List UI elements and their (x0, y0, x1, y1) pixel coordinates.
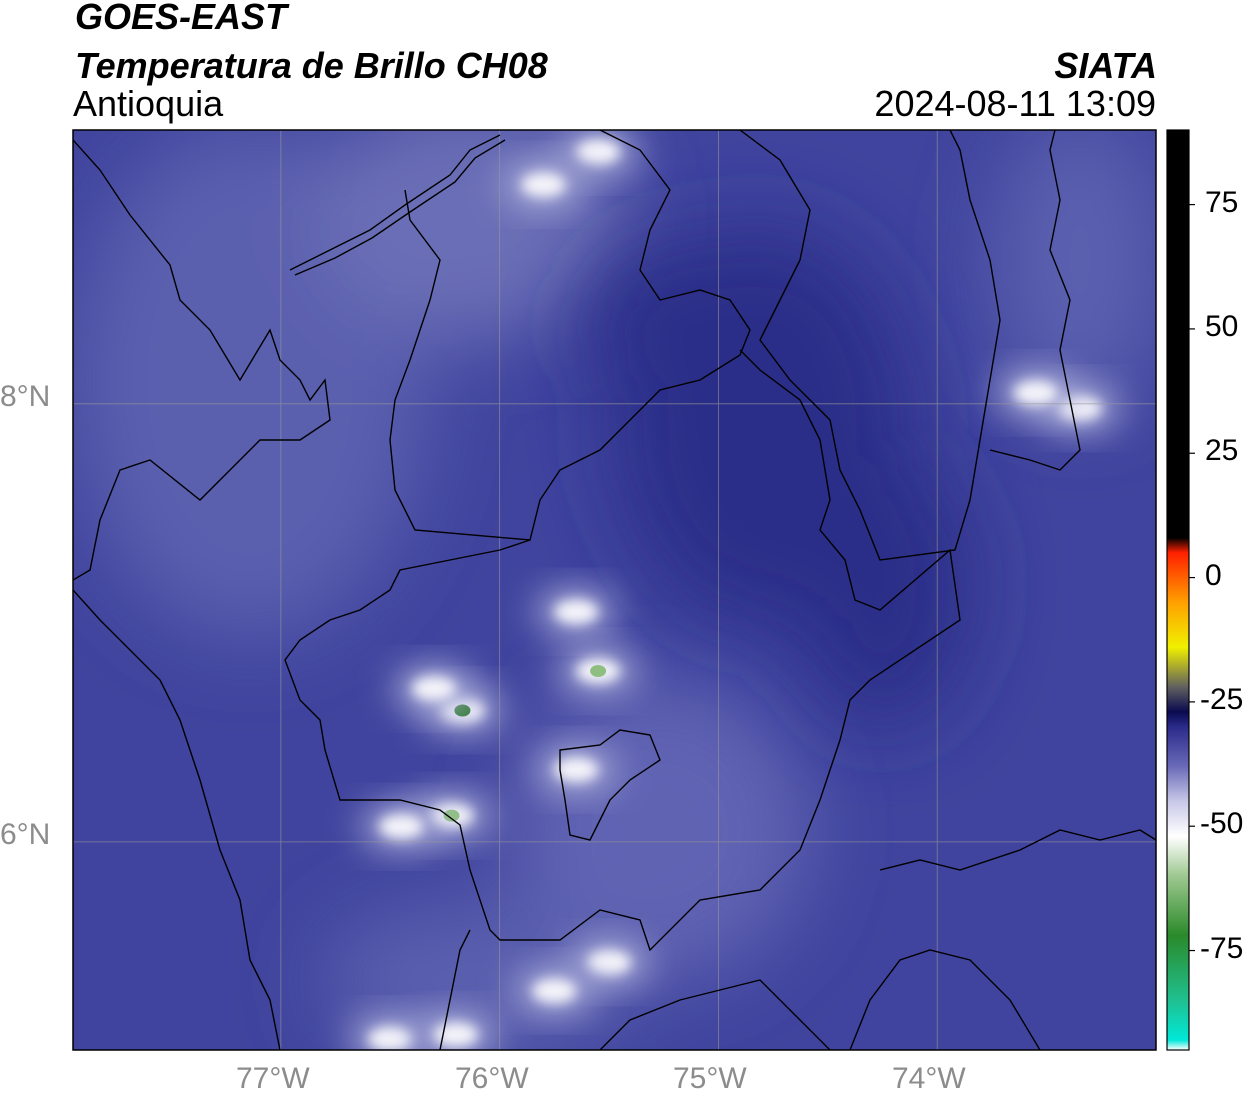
cold-cloud (995, 370, 1076, 415)
warm-patch (792, 445, 973, 726)
graticule (73, 130, 1156, 1050)
cold-cloud (536, 589, 617, 634)
coastline (73, 139, 331, 581)
cold-cloud (569, 940, 650, 985)
cold-cloud (514, 968, 595, 1013)
lon-tick-74w: 74°W (892, 1062, 966, 1095)
southern-border-2 (849, 949, 1041, 1050)
satellite-title: GOES-EAST (75, 0, 288, 37)
map-frame (72, 129, 1157, 1051)
lon-tick-76w: 76°W (455, 1062, 529, 1095)
colorbar-frame (1166, 129, 1190, 1051)
antioquia-boundary-2 (284, 349, 961, 952)
lat-tick-8n: 8°N (0, 380, 51, 413)
agency-label: SIATA (1054, 45, 1157, 86)
warm-patch (582, 235, 823, 416)
colorbar-tick-label: -75 (1200, 931, 1244, 965)
colorbar-tick-label: 50 (1205, 309, 1239, 343)
southern-border (599, 979, 831, 1050)
risaralda-border (439, 929, 471, 1050)
product-title: Temperatura de Brillo CH08 (75, 45, 548, 86)
colorbar-tick-label: 25 (1205, 434, 1239, 468)
eastern-border (739, 130, 1001, 561)
colorbar (1166, 129, 1195, 1051)
cold-cloud (361, 804, 442, 849)
cold-cloud (558, 649, 639, 694)
lat-tick-6n: 6°N (0, 818, 51, 851)
cold-cloud (350, 1017, 431, 1050)
colorbar-ticks (1189, 203, 1195, 952)
admin-borders (73, 130, 1156, 1050)
cold-cloud (394, 666, 474, 711)
lon-tick-77w: 77°W (236, 1062, 310, 1095)
antioquia-boundary (389, 130, 751, 541)
caldas-border (879, 829, 1156, 871)
colorbar-tick-label: 0 (1205, 558, 1222, 592)
medellin-metro (559, 729, 661, 841)
coast-gulf (289, 134, 501, 271)
coast-gulf-2 (294, 139, 506, 276)
colorbar-tick-label: -25 (1200, 682, 1244, 716)
warm-region (582, 225, 973, 726)
cold-cloud (503, 162, 584, 207)
region-label: Antioquia (73, 83, 224, 124)
cold-cloud (536, 747, 617, 792)
colorbar-tick-label: -50 (1200, 807, 1244, 841)
cold-cloud (558, 130, 639, 174)
santander-border (989, 130, 1081, 471)
lon-tick-75w: 75°W (673, 1062, 747, 1095)
timestamp-label: 2024-08-11 13:09 (874, 83, 1156, 124)
map-field (73, 130, 1156, 1050)
cold-cloud-layer (350, 130, 1120, 1050)
chocó-border (73, 589, 281, 1050)
colorbar-tick-label: 75 (1205, 185, 1239, 219)
colorbar-fill (1167, 130, 1189, 1050)
